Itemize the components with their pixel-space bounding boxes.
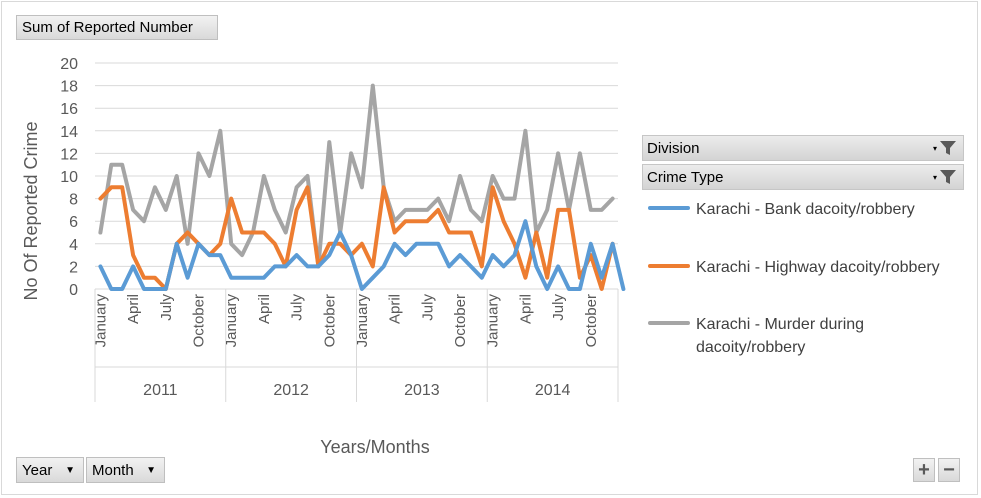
dropdown-arrow-icon: ▼ <box>65 464 75 476</box>
division-filter[interactable]: Division ▾ <box>642 135 964 161</box>
y-tick-label: 0 <box>69 282 78 299</box>
y-tick-label: 4 <box>69 237 78 254</box>
expand-button[interactable]: + <box>913 458 935 482</box>
year-label: 2014 <box>535 382 571 399</box>
month-tick-label: July <box>158 294 175 321</box>
division-filter-label: Division <box>647 139 700 157</box>
month-tick-label: July <box>550 294 567 321</box>
y-tick-label: 6 <box>69 214 78 231</box>
month-tick-label: April <box>256 294 273 324</box>
month-tick-label: October <box>583 294 600 347</box>
y-tick-label: 18 <box>60 79 78 96</box>
filter-funnel-icon[interactable]: ▾ <box>933 168 957 186</box>
month-tick-label: July <box>419 294 436 321</box>
month-tick-label: October <box>452 294 469 347</box>
month-tick-label: July <box>289 294 306 321</box>
value-field-label: Sum of Reported Number <box>22 19 193 36</box>
series-line-1 <box>98 185 615 291</box>
legend-swatch <box>648 206 690 210</box>
y-tick-label: 2 <box>69 259 78 276</box>
y-tick-label: 10 <box>60 169 78 186</box>
legend-swatch <box>648 264 690 268</box>
year-label: 2013 <box>404 382 440 399</box>
filter-funnel-icon[interactable]: ▾ <box>933 139 957 157</box>
month-field-label: Month <box>92 461 134 479</box>
legend-item-highway[interactable]: Karachi - Highway dacoity/robbery <box>648 256 966 279</box>
year-field-button[interactable]: Year ▼ <box>16 457 84 483</box>
year-label: 2011 <box>143 382 178 399</box>
month-field-button[interactable]: Month ▼ <box>86 457 165 483</box>
legend-label: Karachi - Murder during dacoity/robbery <box>696 316 865 356</box>
x-axis-title: Years/Months <box>320 437 429 457</box>
year-field-label: Year <box>22 461 53 479</box>
month-tick-label: April <box>387 294 404 324</box>
month-tick-label: October <box>321 294 338 347</box>
legend-item-murder[interactable]: Karachi - Murder during dacoity/robbery <box>648 313 896 359</box>
month-tick-label: April <box>517 294 534 324</box>
month-tick-label: April <box>125 294 142 324</box>
legend-item-bank[interactable]: Karachi - Bank dacoity/robbery <box>648 198 966 221</box>
month-tick-label: January <box>485 294 502 348</box>
month-tick-label: January <box>92 294 109 348</box>
y-tick-label: 14 <box>60 124 78 141</box>
month-tick-label: January <box>354 294 371 348</box>
y-tick-label: 8 <box>69 192 78 209</box>
value-field-button[interactable]: Sum of Reported Number <box>16 15 218 40</box>
y-tick-label: 16 <box>60 101 78 118</box>
y-axis-title: No Of Reported Crime <box>21 121 41 300</box>
crime-type-filter[interactable]: Crime Type ▾ <box>642 164 964 190</box>
month-tick-label: October <box>191 294 208 347</box>
year-label: 2012 <box>273 382 309 399</box>
y-tick-label: 12 <box>60 146 78 163</box>
y-tick-label: 20 <box>60 56 78 73</box>
legend-label: Karachi - Highway dacoity/robbery <box>696 259 940 276</box>
month-tick-label: January <box>223 294 240 348</box>
legend-label: Karachi - Bank dacoity/robbery <box>696 201 915 218</box>
collapse-button[interactable]: − <box>938 458 960 482</box>
series-line-0 <box>98 219 626 291</box>
dropdown-arrow-icon: ▼ <box>146 464 156 476</box>
crime-type-filter-label: Crime Type <box>647 168 724 186</box>
legend-swatch <box>648 321 690 325</box>
